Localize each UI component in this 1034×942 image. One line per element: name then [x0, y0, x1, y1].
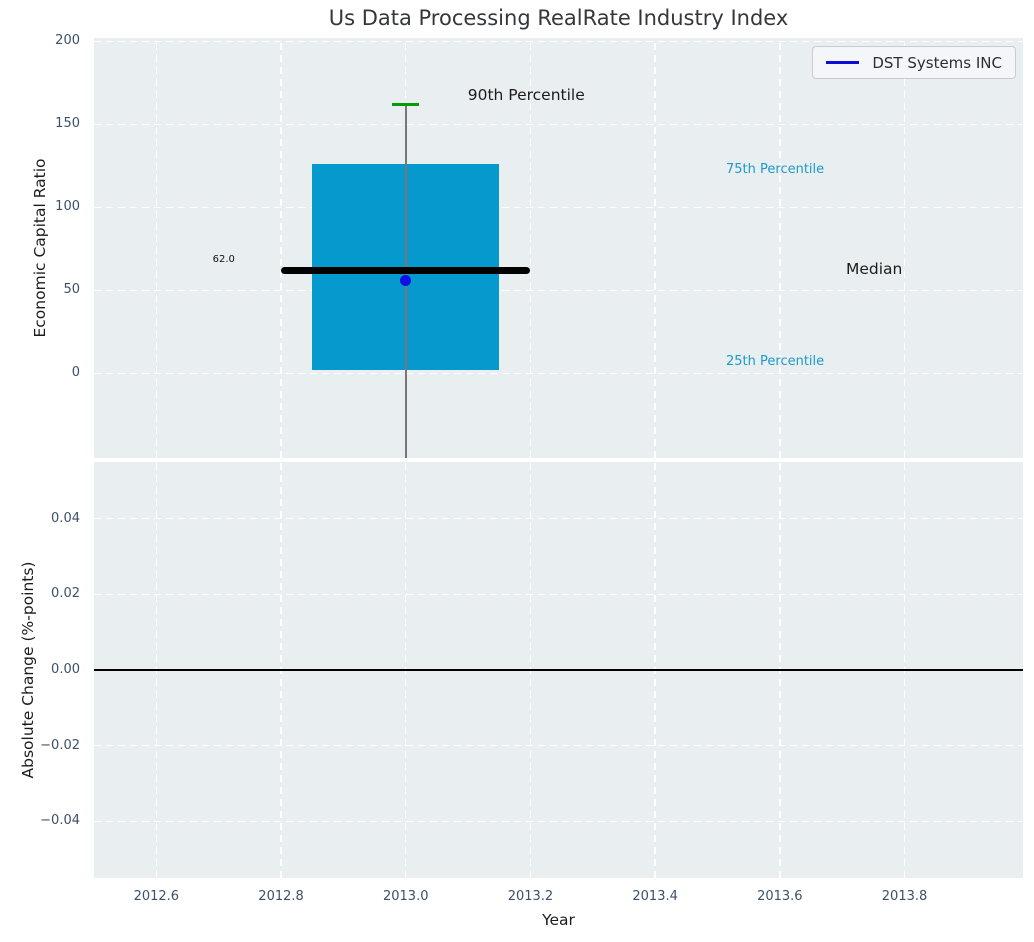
y-tick-label: 0.04 — [51, 510, 80, 526]
y-tick-label: −0.04 — [40, 813, 80, 829]
y-tick-label: 0 — [71, 365, 80, 381]
gridline-x — [280, 38, 282, 458]
median-line — [281, 266, 531, 274]
p90-cap — [392, 102, 420, 106]
axes-economic-capital-ratio: DST Systems INC — [94, 38, 1023, 458]
gridline-y — [94, 517, 1023, 520]
y-tick-label: 100 — [55, 199, 80, 215]
y-tick-label: 150 — [55, 116, 80, 132]
zero-line — [94, 669, 1023, 671]
x-tick-label: 2013.2 — [507, 889, 554, 904]
y-tick-label: −0.02 — [40, 737, 80, 753]
x-tick-label: 2012.8 — [258, 889, 304, 904]
x-tick-label: 2013.0 — [382, 889, 429, 904]
gridline-y — [94, 372, 1023, 375]
gridline-y — [94, 40, 1023, 43]
annotation-75th-percentile: 75th Percentile — [726, 162, 825, 178]
gridline-y — [94, 123, 1023, 126]
x-tick-label: 2013.8 — [881, 889, 928, 904]
company-point — [400, 274, 412, 286]
legend: DST Systems INC — [812, 46, 1016, 79]
gridline-y — [94, 593, 1023, 596]
x-tick-label: 2012.6 — [133, 889, 180, 904]
annotation-median: Median — [846, 260, 903, 279]
gridline-y — [94, 206, 1023, 209]
x-tick-label: 2013.4 — [632, 889, 678, 904]
legend-line-sample — [826, 61, 860, 64]
annotation-90th-percentile: 90th Percentile — [467, 86, 585, 105]
gridline-x — [529, 38, 532, 458]
gridline-x — [903, 38, 906, 458]
gridline-y — [94, 744, 1023, 747]
gridline-x — [654, 38, 656, 458]
y-tick-label: 200 — [55, 33, 80, 49]
y-tick-label: 0.00 — [51, 662, 80, 677]
y-tick-label: 50 — [63, 282, 80, 298]
axes-absolute-change — [94, 462, 1023, 878]
y-axis-label-top: Economic Capital Ratio — [31, 158, 49, 338]
gridline-y — [94, 289, 1023, 292]
gridline-y — [94, 820, 1023, 823]
x-axis-label: Year — [542, 911, 575, 929]
x-tick-label: 2013.6 — [757, 889, 803, 904]
chart-title: Us Data Processing RealRate Industry Ind… — [328, 6, 789, 30]
gridline-x — [779, 38, 781, 458]
median-value-label: 62.0 — [212, 254, 235, 266]
y-tick-label: 0.02 — [51, 586, 80, 602]
legend-label: DST Systems INC — [872, 53, 1002, 72]
annotation-25th-percentile: 25th Percentile — [726, 354, 825, 370]
gridline-x — [155, 38, 158, 458]
